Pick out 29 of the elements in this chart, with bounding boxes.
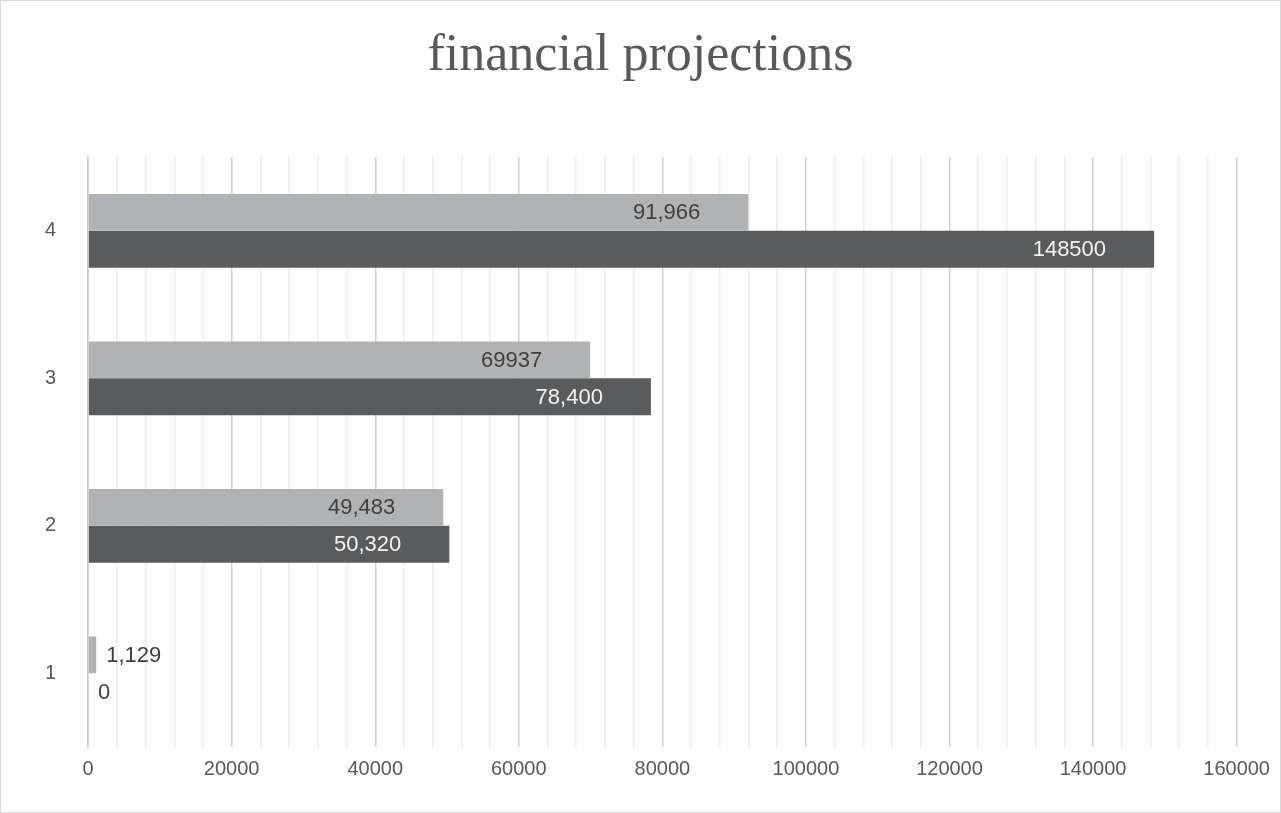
data-label: 69937 — [480, 346, 543, 372]
bar — [88, 636, 97, 674]
bar — [88, 525, 450, 563]
bar — [88, 341, 591, 379]
bar — [88, 230, 1155, 268]
x-tick-label: 0 — [82, 756, 94, 779]
x-tick-label: 120000 — [916, 756, 983, 779]
data-label: 49,483 — [328, 494, 396, 520]
chart-title: financial projections — [426, 23, 855, 82]
x-tick-label: 160000 — [1203, 756, 1271, 779]
y-tick-label: 1 — [45, 660, 57, 683]
x-tick-label: 80000 — [634, 756, 691, 779]
bar — [88, 193, 749, 231]
x-tick-label: 140000 — [1059, 756, 1127, 779]
y-tick-label: 3 — [45, 365, 57, 388]
x-tick-label: 60000 — [491, 756, 547, 779]
data-label: 1,129 — [106, 641, 162, 667]
data-label: 148500 — [1032, 236, 1107, 262]
x-tick-label: 100000 — [772, 756, 840, 779]
bar — [88, 378, 651, 416]
x-tick-label: 20000 — [203, 756, 260, 779]
x-tick-label: 40000 — [347, 756, 404, 779]
data-label: 50,320 — [334, 531, 402, 557]
data-label: 0 — [98, 678, 111, 704]
data-label: 78,400 — [535, 383, 603, 409]
y-tick-label: 4 — [45, 218, 57, 241]
y-tick-label: 2 — [45, 513, 57, 536]
bar — [88, 488, 444, 526]
data-label: 91,966 — [632, 199, 701, 225]
